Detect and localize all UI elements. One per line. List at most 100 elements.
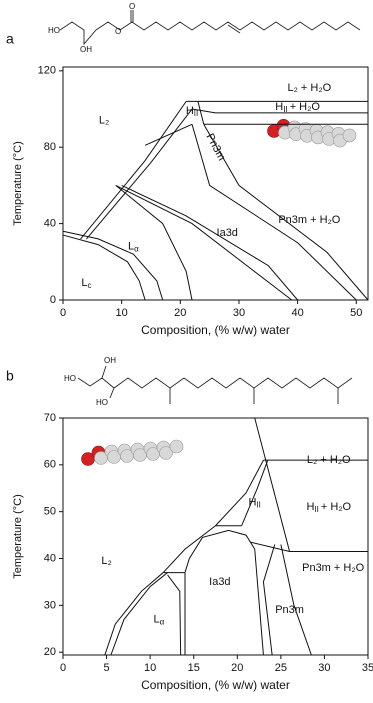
y-axis-title: Temperature (°C)	[12, 494, 24, 578]
phase-boundary	[62, 234, 146, 301]
region-label-after: + H₂O	[321, 501, 352, 513]
region-label-sub: α	[134, 245, 139, 254]
phase-boundary	[280, 544, 312, 656]
phase-boundary	[184, 529, 264, 656]
atom	[169, 439, 184, 454]
x-tick-label: 35	[362, 662, 373, 674]
y-tick-label: 80	[44, 141, 56, 153]
x-axis-title: Composition, (% w/w) water	[141, 323, 290, 337]
region-label: HII	[186, 105, 198, 118]
atom-label: HO	[64, 374, 76, 383]
region-label-text: L₂ + H₂O	[307, 454, 351, 466]
atom	[342, 128, 357, 143]
region-label-text: L	[81, 277, 87, 289]
atom-label: O	[129, 2, 135, 11]
region-label-text: H	[306, 501, 314, 513]
region-label-text: L₂	[101, 555, 111, 567]
x-tick-label: 50	[350, 307, 362, 319]
x-axis-title: Composition, (% w/w) water	[141, 678, 290, 692]
x-tick-label: 30	[318, 662, 330, 674]
x-tick-label: 15	[188, 662, 200, 674]
region-label: L₂ + H₂O	[287, 82, 331, 94]
x-tick-label: 20	[174, 307, 186, 319]
y-tick-label: 40	[44, 552, 56, 564]
y-tick-label: 20	[44, 646, 56, 658]
region-label: HII + H₂O	[275, 101, 320, 114]
atom-label: OH	[80, 45, 92, 54]
region-label-text: H	[249, 496, 257, 508]
region-label: Lc	[81, 277, 91, 290]
region-label-text: Pn3m	[204, 132, 228, 163]
region-label: Pn3m + H₂O	[302, 562, 364, 574]
phase-boundary	[262, 544, 276, 656]
atom-label: O	[115, 27, 121, 36]
region-label: Lα	[153, 613, 164, 626]
x-tick-label: 0	[60, 662, 66, 674]
phase-boundary	[250, 541, 368, 552]
region-label: Lα	[128, 240, 139, 253]
x-tick-label: 10	[144, 662, 156, 674]
region-label: Ia3d	[209, 576, 230, 588]
structure	[109, 387, 115, 399]
x-tick-label: 30	[233, 307, 245, 319]
region-label: L₂	[99, 114, 109, 126]
x-tick-label: 40	[291, 307, 303, 319]
plot-frame	[62, 417, 369, 656]
phase-boundary	[162, 525, 242, 573]
region-label-text: L₂ + H₂O	[287, 82, 331, 94]
region-label-after: + H₂O	[290, 101, 321, 113]
region-label-text: H	[275, 101, 283, 113]
region-label: L₂ + H₂O	[307, 454, 351, 466]
phase-boundary	[215, 459, 264, 527]
atom-label: OH	[104, 356, 116, 365]
x-tick-label: 0	[60, 307, 66, 319]
x-tick-label: 25	[275, 662, 287, 674]
phase-boundary	[167, 574, 182, 656]
y-tick-label: 30	[44, 599, 56, 611]
y-tick-label: 40	[44, 218, 56, 230]
phase-boundary	[121, 184, 298, 301]
phase-boundary	[115, 184, 293, 301]
phase-boundary	[110, 572, 168, 656]
region-label: Pn3m	[204, 132, 228, 163]
panel-letter: b	[6, 368, 14, 384]
x-tick-label: 10	[116, 307, 128, 319]
region-label: HII	[249, 496, 261, 509]
y-axis-title: Temperature (°C)	[12, 141, 24, 225]
phase-boundary	[86, 108, 193, 240]
region-label-text: Pn3m + H₂O	[302, 562, 364, 574]
phase-boundary	[254, 417, 291, 552]
phase-boundary	[80, 101, 187, 240]
region-label-sub: c	[88, 281, 92, 290]
structure	[227, 24, 241, 34]
region-label-text: Pn3m	[275, 604, 304, 616]
y-tick-label: 0	[50, 294, 56, 306]
phase-boundary	[241, 459, 269, 526]
region-label-text: H	[186, 105, 194, 117]
x-tick-label: 5	[104, 662, 110, 674]
structure	[77, 377, 353, 389]
plot-frame	[62, 66, 369, 301]
region-label-sub: α	[160, 618, 165, 627]
region-label-sub: II	[194, 109, 198, 118]
atom	[159, 446, 173, 460]
region-label: L₂	[101, 555, 111, 567]
region-label-sub: II	[256, 500, 260, 509]
region-label: HII + H₂O	[306, 501, 351, 514]
atom-label: HO	[96, 398, 108, 407]
region-label-sub: II	[283, 105, 287, 114]
region-label: Pn3m	[275, 604, 304, 616]
y-tick-label: 70	[44, 412, 56, 424]
phase-boundary	[203, 124, 369, 301]
region-label-text: Ia3d	[217, 227, 238, 239]
x-tick-label: 20	[231, 662, 243, 674]
region-label-sub: II	[314, 505, 318, 514]
atom-label: HO	[48, 26, 60, 35]
phase-boundary	[62, 230, 164, 301]
structure	[59, 21, 361, 46]
region-label-text: L	[153, 613, 159, 625]
phase-boundary	[144, 123, 193, 146]
y-tick-label: 60	[44, 459, 56, 471]
phase-boundary	[191, 124, 357, 301]
